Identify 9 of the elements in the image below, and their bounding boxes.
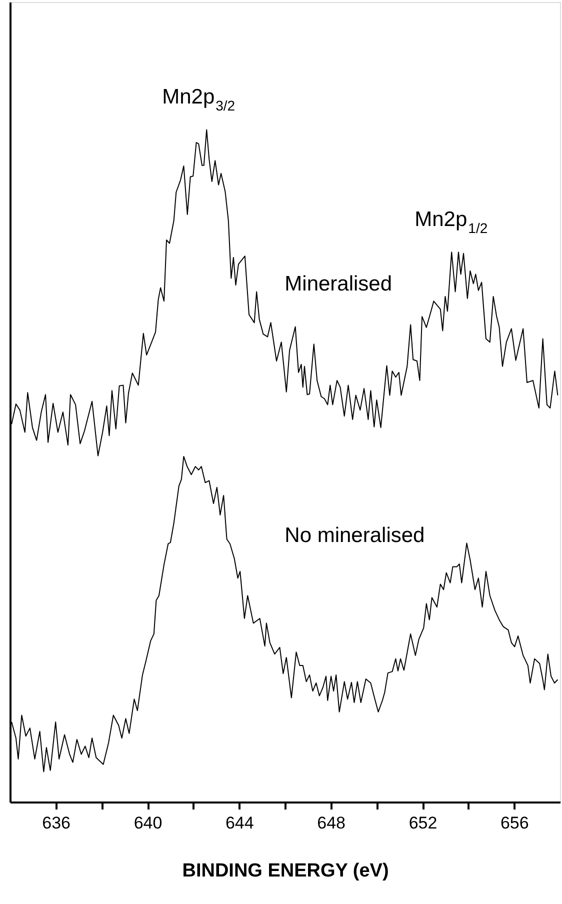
x-tick-label: 644 [225, 814, 254, 832]
x-axis-title: BINDING ENERGY (eV) [182, 860, 389, 882]
x-tick-label: 648 [317, 814, 346, 832]
series-label: No mineralised [284, 524, 425, 547]
x-tick-label: 656 [500, 814, 529, 832]
x-tick-label: 636 [42, 814, 71, 832]
series-label: Mineralised [284, 272, 392, 296]
x-tick-label: 640 [134, 814, 162, 832]
x-tick-label: 652 [408, 814, 438, 832]
